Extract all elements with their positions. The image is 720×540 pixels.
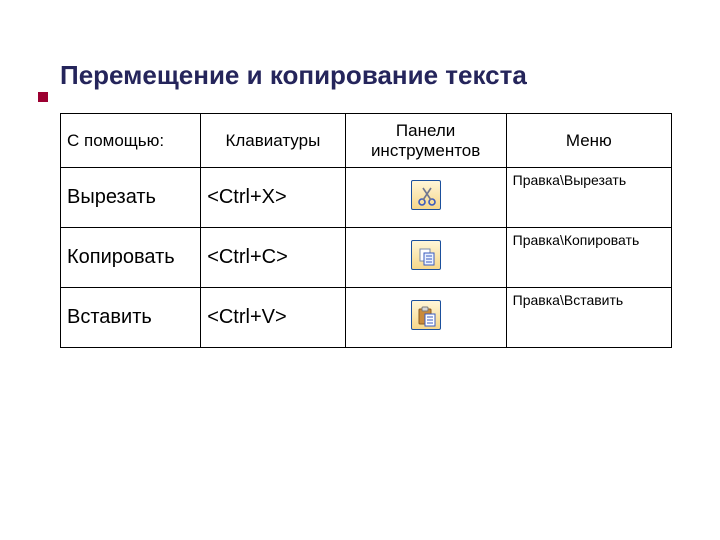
shortcut-label: <Ctrl+X> [201, 168, 345, 228]
action-label: Вставить [61, 288, 201, 348]
title-bullet [38, 92, 48, 102]
shortcut-label: <Ctrl+V> [201, 288, 345, 348]
icon-cell [345, 228, 506, 288]
header-with: С помощью: [61, 114, 201, 168]
clipboard-table: С помощью: Клавиатуры Панели инструменто… [60, 113, 672, 348]
table-row: Вырезать <Ctrl+X> Правка\Вырезать [61, 168, 672, 228]
menu-path: Правка\Копировать [506, 228, 671, 288]
slide-title: Перемещение и копирование текста [60, 60, 682, 91]
header-toolbar: Панели инструментов [345, 114, 506, 168]
icon-cell [345, 168, 506, 228]
header-menu: Меню [506, 114, 671, 168]
table-row: Вставить <Ctrl+V> Правка\Вставить [61, 288, 672, 348]
slide: Перемещение и копирование текста С помощ… [0, 0, 720, 540]
icon-cell [345, 288, 506, 348]
shortcut-label: <Ctrl+C> [201, 228, 345, 288]
menu-path: Правка\Вырезать [506, 168, 671, 228]
action-label: Вырезать [61, 168, 201, 228]
header-row: С помощью: Клавиатуры Панели инструменто… [61, 114, 672, 168]
paste-icon [411, 300, 441, 330]
menu-path: Правка\Вставить [506, 288, 671, 348]
header-keyboard: Клавиатуры [201, 114, 345, 168]
cut-icon [411, 180, 441, 210]
action-label: Копировать [61, 228, 201, 288]
copy-icon [411, 240, 441, 270]
table-row: Копировать <Ctrl+C> Правка\Копировать [61, 228, 672, 288]
